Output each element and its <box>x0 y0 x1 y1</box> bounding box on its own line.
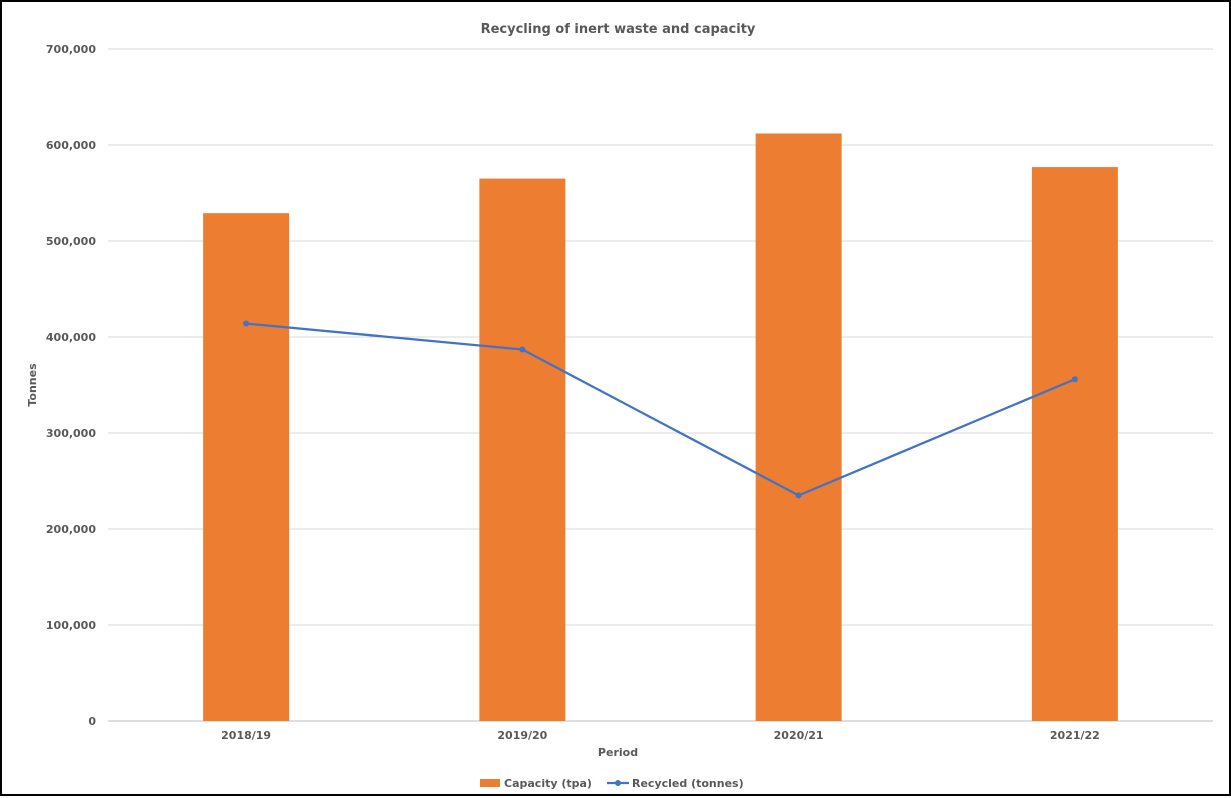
y-tick-label: 500,000 <box>46 235 96 248</box>
legend: Capacity (tpa) Recycled (tonnes) <box>480 777 744 790</box>
legend-marker-recycled <box>615 780 621 786</box>
x-tick-label: 2018/19 <box>221 729 271 742</box>
bar-capacity <box>479 178 566 722</box>
point-recycled <box>519 346 526 353</box>
y-tick-label: 700,000 <box>46 43 96 56</box>
y-tick-label: 400,000 <box>46 331 96 344</box>
recycled-series-line <box>246 322 1076 497</box>
legend-label-recycled: Recycled (tonnes) <box>632 777 744 790</box>
chart-title: Recycling of inert waste and capacity <box>481 22 756 37</box>
y-axis-ticks: 0 100,000 200,000 300,000 400,000 500,000 600,… <box>46 43 96 728</box>
x-tick-label: 2019/20 <box>497 729 547 742</box>
legend-swatch-capacity <box>480 779 500 787</box>
x-tick-label: 2021/22 <box>1050 729 1100 742</box>
capacity-bars <box>203 133 1118 722</box>
x-axis-label: Period <box>598 746 638 759</box>
x-axis-ticks: 2018/19 2019/20 2020/21 2021/22 <box>221 729 1100 742</box>
point-recycled <box>1071 376 1078 383</box>
y-tick-label: 600,000 <box>46 139 96 152</box>
bar-capacity <box>203 213 290 721</box>
point-recycled <box>243 320 250 327</box>
legend-label-capacity: Capacity (tpa) <box>504 777 592 790</box>
y-tick-label: 0 <box>88 715 96 728</box>
y-tick-label: 200,000 <box>46 523 96 536</box>
y-tick-label: 100,000 <box>46 619 96 632</box>
recycled-line <box>243 320 1078 499</box>
grid-lines <box>108 48 1213 722</box>
y-tick-label: 300,000 <box>46 427 96 440</box>
point-recycled <box>795 492 802 499</box>
bar-capacity <box>755 133 842 722</box>
x-tick-label: 2020/21 <box>774 729 824 742</box>
bar-capacity <box>1031 167 1118 721</box>
y-axis-label: Tonnes <box>26 363 39 407</box>
